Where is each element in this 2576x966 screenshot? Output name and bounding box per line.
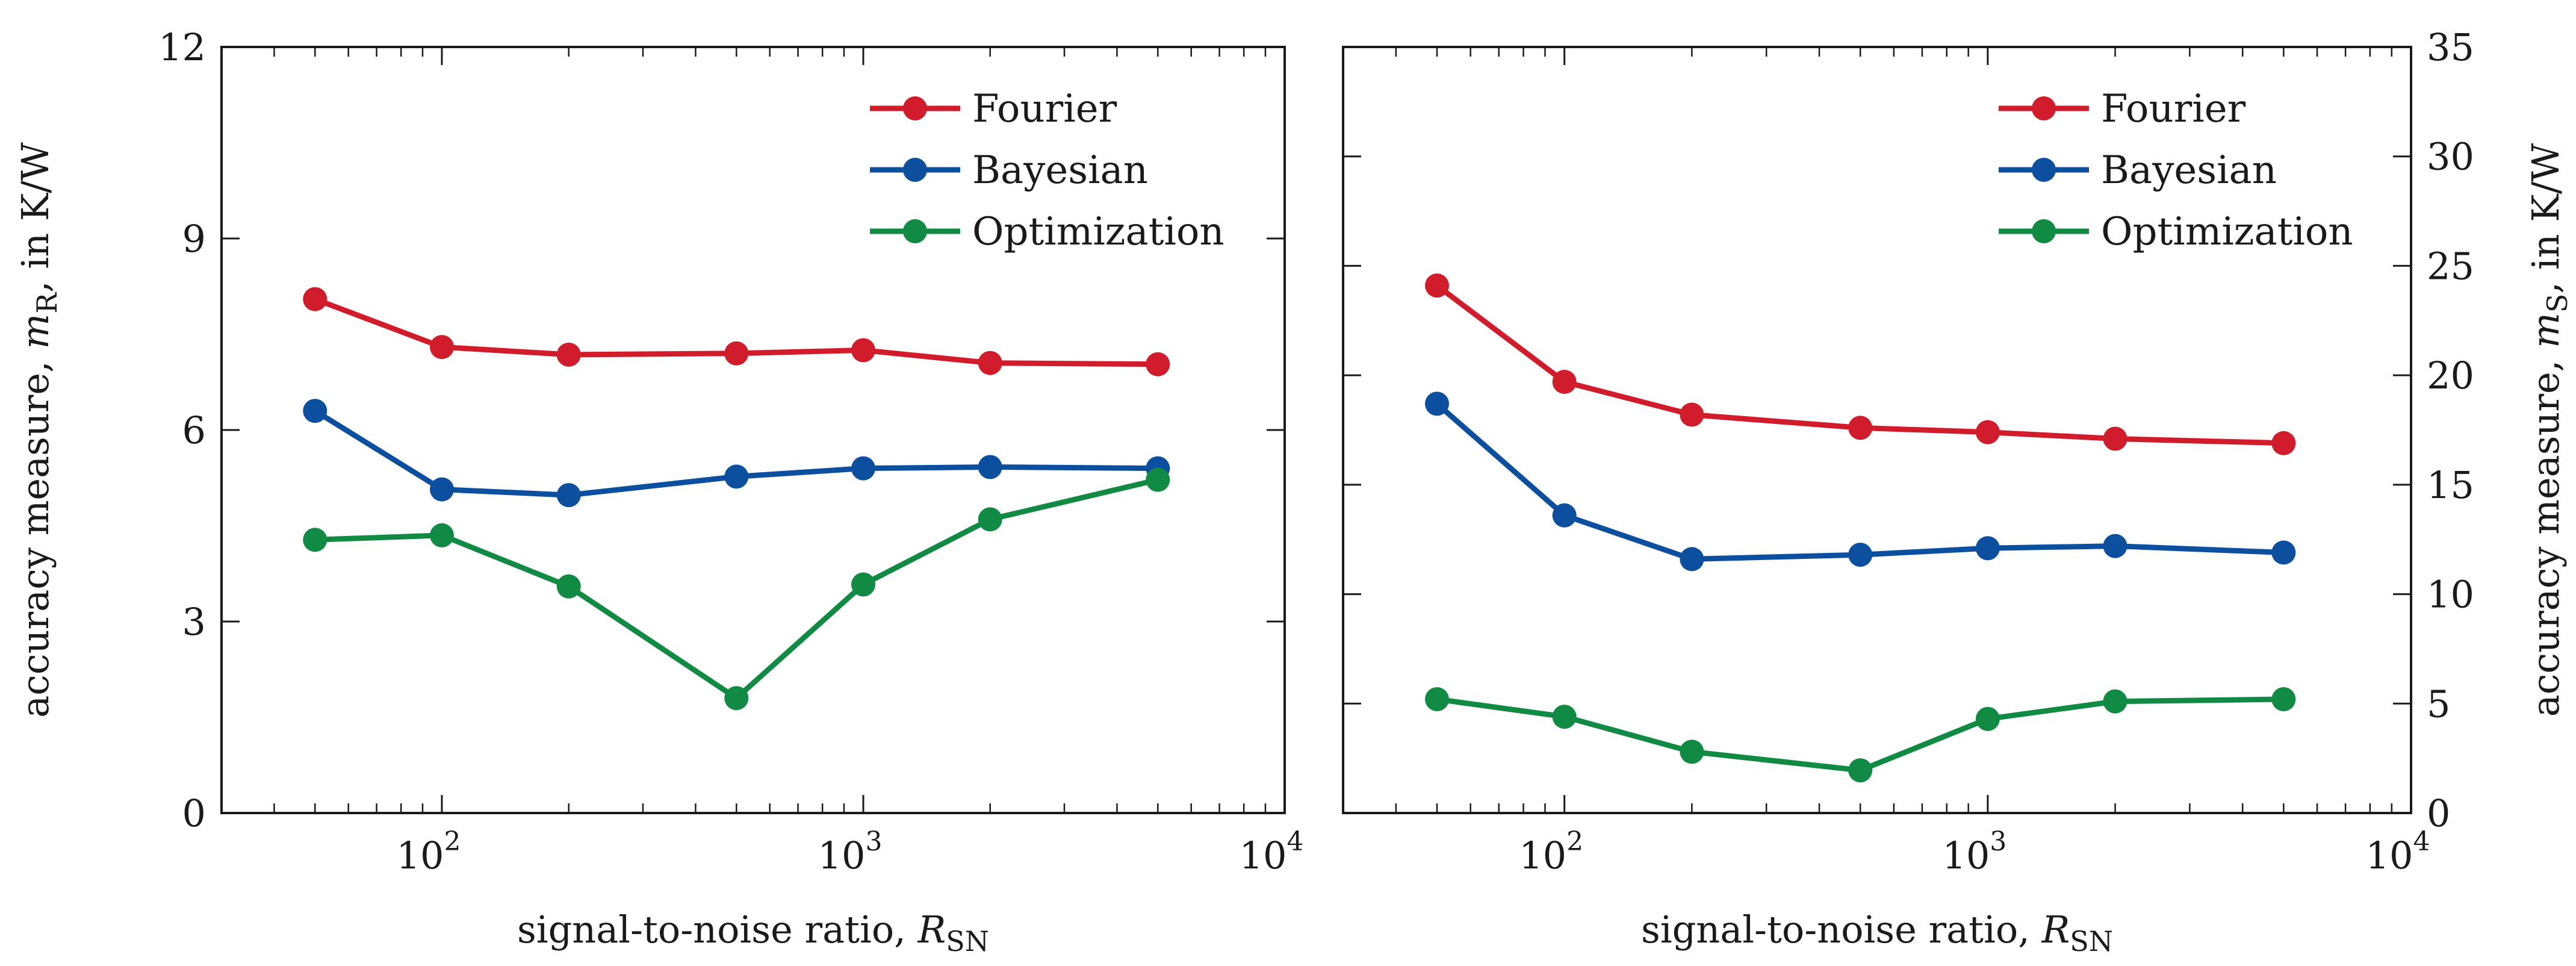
x-tick-label: 103	[818, 826, 883, 877]
panel-left: 102 103 104 0 3 6 9 12 signal-to-noise ratio, RS…	[13, 25, 1303, 958]
legend-marker	[2032, 219, 2056, 243]
legend-marker	[903, 219, 927, 243]
x-tick-label: 103	[1942, 826, 2006, 877]
data-point-optimization	[978, 507, 1002, 532]
data-point-fourier	[978, 351, 1002, 375]
data-point-bayesian	[1975, 536, 2000, 561]
legend-label: Optimization	[972, 210, 1224, 254]
x-tick-label: 102	[397, 826, 461, 877]
y-tick-label: 35	[2427, 25, 2474, 69]
data-point-optimization	[2271, 687, 2296, 712]
data-point-bayesian	[430, 477, 455, 502]
data-point-optimization	[851, 572, 876, 597]
data-point-optimization	[2103, 689, 2128, 714]
data-point-fourier	[1680, 402, 1704, 427]
data-point-bayesian	[724, 464, 749, 489]
data-point-fourier	[303, 287, 327, 311]
series-line-optimization	[315, 477, 1159, 701]
legend-marker	[903, 96, 927, 120]
data-point-bayesian	[1552, 503, 1577, 528]
x-tick-label: 104	[2366, 826, 2430, 877]
data-point-fourier	[1424, 273, 1449, 298]
data-point-fourier	[430, 335, 455, 360]
y-tick-label: 9	[182, 217, 206, 261]
legend-marker	[903, 158, 927, 182]
data-point-optimization	[1680, 740, 1704, 764]
data-point-optimization	[303, 528, 327, 552]
legend-marker	[2032, 158, 2056, 182]
y-tick-label: 3	[182, 600, 206, 644]
data-point-fourier	[1146, 352, 1170, 376]
y-tick-label: 10	[2427, 573, 2474, 617]
data-point-bayesian	[1848, 543, 1873, 567]
y-tick-label: 5	[2427, 682, 2450, 726]
data-point-bayesian	[1680, 547, 1704, 572]
data-point-bayesian	[556, 483, 581, 508]
x-tick-label: 104	[1240, 826, 1304, 877]
data-point-bayesian	[2103, 534, 2128, 558]
x-tick-label: 102	[1519, 826, 1583, 877]
data-point-fourier	[1975, 420, 2000, 444]
legend-label: Optimization	[2101, 210, 2353, 254]
data-point-bayesian	[1424, 391, 1449, 416]
y-tick-label: 12	[158, 25, 206, 69]
data-point-fourier	[2271, 431, 2296, 455]
data-point-bayesian	[978, 455, 1002, 479]
legend-label: Fourier	[2101, 87, 2246, 131]
data-point-fourier	[2103, 426, 2128, 451]
data-point-optimization	[430, 523, 455, 547]
data-point-optimization	[1848, 758, 1873, 783]
y-tick-label: 0	[2427, 791, 2450, 835]
y-axis-label: accuracy measure, mS, in K/W	[2524, 143, 2574, 717]
data-point-bayesian	[2271, 540, 2296, 565]
y-tick-label: 15	[2427, 463, 2474, 507]
data-point-fourier	[724, 341, 749, 366]
x-axis-label: signal-to-noise ratio, RSN	[1641, 908, 2113, 958]
data-point-optimization	[1552, 705, 1577, 729]
data-point-fourier	[1848, 416, 1873, 440]
legend-marker	[2032, 96, 2056, 120]
y-axis-label: accuracy measure, mR, in K/W	[13, 142, 63, 718]
x-axis-label: signal-to-noise ratio, RSN	[517, 908, 989, 958]
data-point-fourier	[556, 342, 581, 367]
legend-label: Fourier	[972, 87, 1117, 131]
legend-label: Bayesian	[2101, 148, 2277, 193]
y-tick-label: 6	[182, 408, 206, 452]
data-point-optimization	[1424, 687, 1449, 712]
y-tick-label: 30	[2427, 135, 2474, 179]
data-point-fourier	[851, 338, 876, 363]
y-tick-label: 20	[2427, 354, 2474, 397]
data-point-optimization	[1975, 706, 2000, 731]
y-tick-label: 25	[2427, 244, 2474, 288]
data-point-bayesian	[851, 456, 876, 481]
data-point-bayesian	[303, 399, 327, 423]
y-tick-label: 0	[182, 791, 206, 835]
data-point-optimization	[556, 574, 581, 599]
plot-frame	[1342, 46, 2412, 814]
data-point-optimization	[724, 686, 749, 711]
data-point-optimization	[1146, 467, 1170, 492]
legend-label: Bayesian	[972, 148, 1148, 193]
data-point-fourier	[1552, 370, 1577, 394]
